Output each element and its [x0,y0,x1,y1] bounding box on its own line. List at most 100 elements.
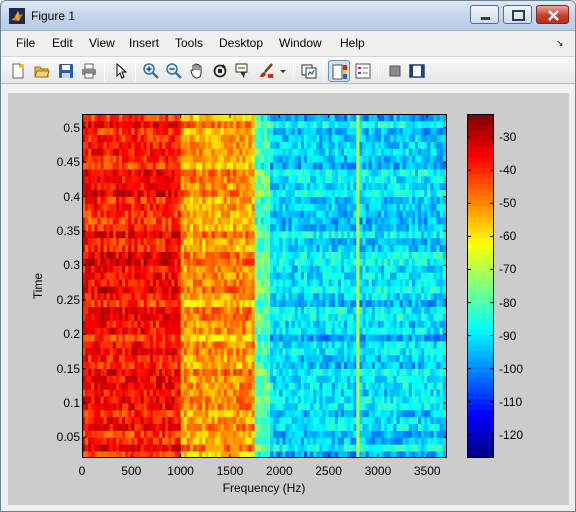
heatmap-cell [433,224,437,232]
heatmap-cell [146,396,151,404]
maximize-button[interactable] [503,5,532,24]
heatmap-cell [325,423,330,431]
heatmap-cell [430,389,434,397]
heatmap-cell [408,313,413,321]
heatmap-cell [421,217,425,225]
heatmap-cell [199,334,203,342]
heatmap-cell [273,230,277,239]
heatmap-cell [214,258,219,266]
heatmap-cell [208,175,212,184]
heatmap-cell [439,299,444,308]
hide-plot-tools-button[interactable] [384,60,406,82]
menu-edit[interactable]: Edit [52,36,73,50]
heatmap-cell [418,368,422,376]
heatmap-cell [171,175,175,184]
zoom-out-button[interactable] [163,60,185,82]
title-bar[interactable]: Figure 1 [1,1,575,31]
heatmap-cell [288,361,293,369]
print-button[interactable] [78,60,100,82]
zoom-in-button[interactable] [140,60,162,82]
heatmap-cell [146,361,151,369]
heatmap-cell [115,244,120,252]
heatmap-cell [408,444,413,452]
heatmap-cell [288,375,293,383]
heatmap-cell [365,244,370,252]
heatmap-cell [427,230,431,239]
legend-button[interactable] [352,60,374,82]
heatmap-cell [356,354,360,363]
heatmap-cell [177,437,182,445]
heatmap-cell [270,430,274,438]
heatmap-cell [442,437,447,445]
brush-dropdown-button[interactable] [277,60,289,82]
link-plot-button[interactable] [298,60,320,82]
heatmap-cell [418,334,422,342]
close-button[interactable] [536,5,569,24]
heatmap-cell [143,416,148,424]
brush-button[interactable] [255,60,277,82]
heatmap-cell [405,244,410,252]
heatmap-cell [371,196,376,204]
heatmap-cell [149,389,154,397]
menu-view[interactable]: View [89,36,115,50]
heatmap-cell [239,313,243,321]
menu-tools[interactable]: Tools [175,36,204,50]
menu-desktop[interactable]: Desktop [219,36,264,50]
heatmap-cell [396,320,400,328]
rotate-3d-button[interactable] [209,60,231,82]
heatmap-cell [236,382,240,390]
heatmap-cell [399,279,404,287]
heatmap-cell [430,444,434,452]
heatmap-cell [356,320,360,328]
heatmap-cell [347,251,351,259]
menu-insert[interactable]: Insert [129,36,160,50]
heatmap-cell [334,402,339,411]
heatmap-cell [418,423,422,431]
edit-plot-button[interactable] [110,60,132,82]
dock-arrow-icon[interactable]: ↘ [556,38,564,48]
heatmap-cell [408,217,413,225]
heatmap-cell [384,224,388,232]
colorbar-button[interactable] [328,60,350,82]
heatmap-cell [266,286,271,294]
heatmap-cell [359,416,363,424]
heatmap-cell [260,286,265,294]
heatmap-cell [297,203,302,211]
heatmap-cell [294,292,299,301]
heatmap-cell [233,354,237,363]
heatmap-cell [155,368,160,376]
menu-help[interactable]: Help [340,36,365,50]
heatmap-cell [233,237,237,246]
heatmap-cell [211,230,215,239]
menu-file[interactable]: File [16,36,36,50]
heatmap-cell [396,244,400,252]
heatmap-cell [297,299,302,308]
heatmap-cell [402,389,407,397]
heatmap-cell [223,217,228,225]
data-cursor-button[interactable] [232,60,254,82]
pan-button[interactable] [186,60,208,82]
heatmap-cell [421,327,425,335]
heatmap-cell [118,230,123,239]
open-file-button[interactable] [31,60,53,82]
spectrogram-axes[interactable] [82,114,447,458]
show-plot-tools-button[interactable] [406,60,428,82]
heatmap-cell [439,175,444,184]
menu-window[interactable]: Window [279,36,322,50]
minimize-button[interactable] [470,5,499,24]
heatmap-cell [180,251,185,259]
heatmap-cell [279,210,283,218]
heatmap-cell [233,251,237,259]
heatmap-cell [279,444,283,452]
new-figure-button[interactable] [7,60,29,82]
heatmap-cell [189,451,194,458]
heatmap-cell [353,258,357,266]
heatmap-cell [399,189,404,197]
heatmap-cell [368,203,373,211]
save-button[interactable] [55,60,77,82]
heatmap-cell [436,444,440,452]
heatmap-cell [359,320,363,328]
heatmap-cell [146,313,151,321]
heatmap-cell [242,217,246,225]
heatmap-cell [285,279,289,287]
